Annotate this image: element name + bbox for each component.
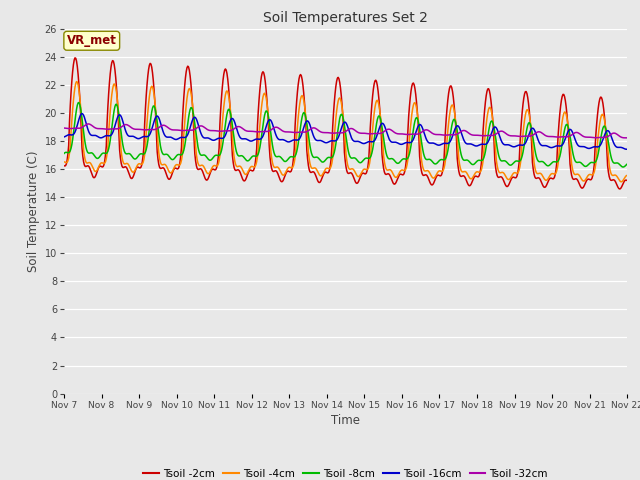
Title: Soil Temperatures Set 2: Soil Temperatures Set 2 — [263, 11, 428, 25]
Legend: Tsoil -2cm, Tsoil -4cm, Tsoil -8cm, Tsoil -16cm, Tsoil -32cm: Tsoil -2cm, Tsoil -4cm, Tsoil -8cm, Tsoi… — [139, 465, 552, 480]
Text: VR_met: VR_met — [67, 34, 116, 47]
X-axis label: Time: Time — [331, 414, 360, 427]
Y-axis label: Soil Temperature (C): Soil Temperature (C) — [28, 150, 40, 272]
